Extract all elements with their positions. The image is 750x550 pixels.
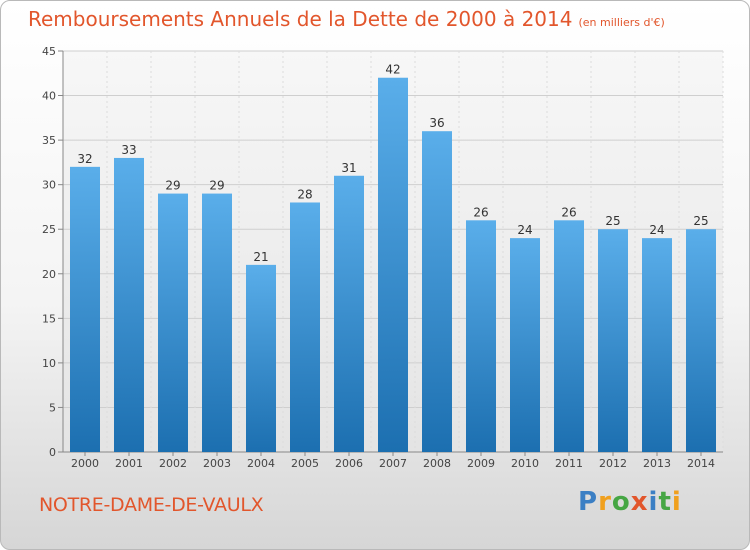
y-tick-label: 15: [42, 312, 56, 325]
bar-2004: [246, 264, 276, 452]
x-tick-label-2010: 2010: [511, 457, 539, 470]
data-label-2009: 26: [473, 205, 488, 219]
x-tick-label-2008: 2008: [423, 457, 451, 470]
bars: [70, 77, 716, 453]
bar-2007: [378, 77, 408, 452]
proxiti-logo[interactable]: Proxiti: [578, 487, 682, 517]
bar-2013: [642, 238, 672, 452]
x-tick-label-2000: 2000: [71, 457, 99, 470]
y-tick-label: 5: [49, 401, 56, 414]
data-label-2000: 32: [77, 152, 92, 166]
bar-2006: [334, 175, 364, 452]
x-tick-label-2002: 2002: [159, 457, 187, 470]
data-label-2014: 25: [693, 214, 708, 228]
y-tick-label: 25: [42, 223, 56, 236]
commune-name: NOTRE-DAME-DE-VAULX: [39, 494, 264, 516]
x-tick-label-2012: 2012: [599, 457, 627, 470]
data-label-2011: 26: [561, 205, 576, 219]
data-label-2004: 21: [253, 250, 268, 264]
x-tick-label-2004: 2004: [247, 457, 275, 470]
y-tick-label: 40: [42, 90, 56, 103]
bar-2008: [422, 131, 452, 452]
chart-title-text: Remboursements Annuels de la Dette de 20…: [28, 7, 573, 31]
axes: 0 5 10 15 20 25 30 35 40 45 2000 2001 2002 2003 2004 20…: [42, 45, 723, 470]
x-tick-label-2005: 2005: [291, 457, 319, 470]
data-label-2013: 24: [649, 223, 664, 237]
bar-2011: [554, 220, 584, 452]
bar-2002: [158, 193, 188, 453]
data-label-2006: 31: [341, 161, 356, 175]
bar-2005: [290, 202, 320, 452]
y-tick-label: 0: [49, 446, 56, 459]
data-label-2012: 25: [605, 214, 620, 228]
data-label-2008: 36: [429, 116, 444, 130]
y-tick-label: 30: [42, 179, 56, 192]
bar-2003: [202, 193, 232, 453]
y-tick-label: 10: [42, 357, 56, 370]
data-label-2001: 33: [121, 143, 136, 157]
data-label-2007: 42: [385, 63, 400, 77]
x-tick-label-2006: 2006: [335, 457, 363, 470]
bar-2010: [510, 238, 540, 452]
x-tick-label-2009: 2009: [467, 457, 495, 470]
data-labels: 32 33 29 29 21 28 31 42 36 26 24 26 25 24 25: [77, 63, 708, 264]
y-tick-label: 35: [42, 134, 56, 147]
x-tick-label-2013: 2013: [643, 457, 671, 470]
chart-unit: (en milliers d'€): [578, 16, 665, 29]
x-tick-label-2003: 2003: [203, 457, 231, 470]
data-label-2002: 29: [165, 179, 180, 193]
y-tick-label: 45: [42, 45, 56, 58]
bar-2012: [598, 229, 628, 452]
data-label-2003: 29: [209, 179, 224, 193]
chart-title: Remboursements Annuels de la Dette de 20…: [28, 7, 665, 31]
x-tick-label-2007: 2007: [379, 457, 407, 470]
bar-2009: [466, 220, 496, 452]
bar-2001: [114, 157, 144, 452]
bar-2000: [70, 166, 100, 452]
x-tick-label-2011: 2011: [555, 457, 583, 470]
data-label-2010: 24: [517, 223, 532, 237]
bar-2014: [686, 229, 716, 452]
x-tick-label-2001: 2001: [115, 457, 143, 470]
data-label-2005: 28: [297, 187, 312, 201]
y-tick-label: 20: [42, 268, 56, 281]
x-tick-label-2014: 2014: [687, 457, 715, 470]
